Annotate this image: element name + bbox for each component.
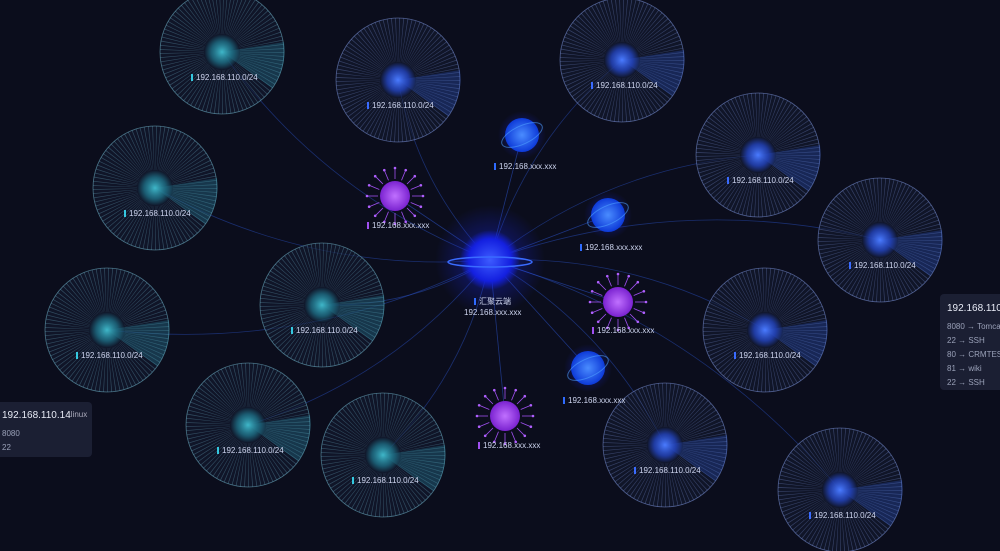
host-label: 192.168.xxx.xxx	[494, 162, 556, 171]
host-label: 192.168.xxx.xxx	[592, 326, 654, 335]
node-label: 192.168.xxx.xxx	[372, 221, 430, 230]
node-label: 192.168.110.0/24	[854, 261, 916, 270]
host-detail-panel-right[interactable]: 192.168.110.14 8080 → Tomcat 22 → SSH 80…	[940, 294, 1000, 390]
host-node-endpoint[interactable]	[588, 272, 648, 332]
core-name-label: 汇聚云端	[474, 296, 511, 307]
node-label: 192.168.xxx.xxx	[568, 396, 626, 405]
subnet-cluster[interactable]	[695, 92, 821, 218]
host-label: 192.168.xxx.xxx	[478, 441, 540, 450]
globe-icon	[647, 427, 683, 463]
host-node-server[interactable]	[584, 191, 632, 239]
subnet-cluster[interactable]	[602, 382, 728, 508]
port-item: 80 → CRMTEST	[947, 350, 1000, 359]
host-ip: 192.168.110.14	[947, 303, 1000, 314]
node-label: 192.168.110.0/24	[196, 73, 258, 82]
cluster-label: 192.168.110.0/24	[367, 101, 434, 110]
host-detail-panel-left[interactable]: 192.168.110.14 linux 8080 22	[0, 402, 92, 457]
cluster-label: 192.168.110.0/24	[849, 261, 916, 270]
cluster-label: 192.168.110.0/24	[191, 73, 258, 82]
node-label: 192.168.110.0/24	[639, 466, 701, 475]
host-ip: 192.168.110.14	[2, 410, 71, 421]
host-node-server[interactable]	[564, 344, 612, 392]
subnet-cluster[interactable]	[559, 0, 685, 123]
node-label: 192.168.110.0/24	[372, 101, 434, 110]
port-item: 8080 → Tomcat	[947, 322, 1000, 331]
cluster-label: 192.168.110.0/24	[727, 176, 794, 185]
node-label: 192.168.110.0/24	[739, 351, 801, 360]
node-label: 192.168.xxx.xxx	[585, 243, 643, 252]
host-node-server[interactable]	[498, 111, 546, 159]
node-label: 192.168.110.0/24	[357, 476, 419, 485]
subnet-cluster[interactable]	[335, 17, 461, 143]
cluster-label: 192.168.110.0/24	[291, 326, 358, 335]
subnet-cluster[interactable]	[702, 267, 828, 393]
port-item: 81 → wiki	[947, 364, 982, 373]
globe-icon	[862, 222, 898, 258]
globe-icon	[604, 42, 640, 78]
subnet-cluster[interactable]	[44, 267, 170, 393]
cluster-label: 192.168.110.0/24	[76, 351, 143, 360]
globe-icon	[137, 170, 173, 206]
node-label: 192.168.110.0/24	[296, 326, 358, 335]
port-item: 22 → SSH	[947, 336, 985, 345]
cluster-label: 192.168.110.0/24	[217, 446, 284, 455]
cluster-label: 192.168.110.0/24	[124, 209, 191, 218]
core-node[interactable]	[435, 205, 545, 315]
cluster-label: 192.168.110.0/24	[734, 351, 801, 360]
globe-icon	[204, 34, 240, 70]
globe-icon	[747, 312, 783, 348]
globe-icon	[740, 137, 776, 173]
node-label: 192.168.110.0/24	[81, 351, 143, 360]
node-label: 192.168.110.0/24	[222, 446, 284, 455]
host-label: 192.168.xxx.xxx	[367, 221, 429, 230]
core-ip-label: 192.168.xxx.xxx	[464, 308, 522, 317]
subnet-cluster[interactable]	[777, 427, 903, 551]
host-label: 192.168.xxx.xxx	[563, 396, 625, 405]
cluster-label: 192.168.110.0/24	[591, 81, 658, 90]
subnet-cluster[interactable]	[320, 392, 446, 518]
host-node-endpoint[interactable]	[365, 166, 425, 226]
cluster-label: 192.168.110.0/24	[352, 476, 419, 485]
globe-icon	[365, 437, 401, 473]
cluster-label: 192.168.110.0/24	[634, 466, 701, 475]
node-label: 192.168.110.0/24	[596, 81, 658, 90]
subnet-cluster[interactable]	[159, 0, 285, 115]
globe-icon	[304, 287, 340, 323]
globe-icon	[380, 62, 416, 98]
node-label: 192.168.110.0/24	[129, 209, 191, 218]
port-item: 8080	[2, 429, 20, 438]
globe-icon	[230, 407, 266, 443]
port-item: 22 → SSH	[947, 378, 985, 387]
port-item: 22	[2, 443, 11, 452]
node-label: 192.168.110.0/24	[732, 176, 794, 185]
subnet-cluster[interactable]	[259, 242, 385, 368]
globe-icon	[89, 312, 125, 348]
node-label: 192.168.110.0/24	[814, 511, 876, 520]
host-os: linux	[70, 410, 88, 419]
subnet-cluster[interactable]	[185, 362, 311, 488]
subnet-cluster[interactable]	[92, 125, 218, 251]
node-label: 汇聚云端	[479, 297, 511, 306]
node-label: 192.168.xxx.xxx	[483, 441, 541, 450]
node-label: 192.168.xxx.xxx	[499, 162, 557, 171]
host-label: 192.168.xxx.xxx	[580, 243, 642, 252]
host-node-endpoint[interactable]	[475, 386, 535, 446]
subnet-cluster[interactable]	[817, 177, 943, 303]
globe-icon	[460, 230, 520, 290]
globe-icon	[822, 472, 858, 508]
node-label: 192.168.xxx.xxx	[597, 326, 655, 335]
cluster-label: 192.168.110.0/24	[809, 511, 876, 520]
